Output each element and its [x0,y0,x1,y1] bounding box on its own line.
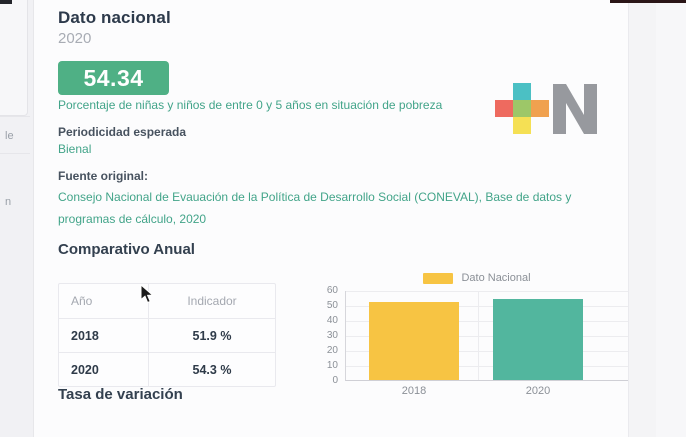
left-cutoff-panel: le n [0,0,34,437]
cell-indicator: 51.9 % [192,328,232,343]
logo-plus-center-square [513,100,531,117]
left-text-fragment: le [5,130,14,142]
y-tick-label: 30 [326,330,338,341]
video-artifact-topright [610,0,686,3]
y-tick-label: 60 [326,285,338,296]
gridline [346,336,628,337]
video-artifact-topleft [0,0,12,4]
main-panel: Dato nacional 2020 54.34 Porcentaje de n… [34,0,629,437]
table-row[interactable]: 2018 51.9 % [59,318,275,352]
legend-swatch [423,272,454,284]
cell-year: 2018 [59,319,149,352]
periodicity-label: Periodicidad esperada [58,125,187,139]
y-tick-label: 50 [326,300,338,311]
logo-plus-top-square [513,83,531,100]
cell-year: 2020 [59,353,149,386]
right-background-light [656,0,686,437]
indicator-description: Porcentaje de niñas y niños de entre 0 y… [58,98,443,112]
chart-legend: Dato Nacional [318,272,636,284]
gridline-vertical [478,291,479,380]
bar-2020[interactable] [493,298,583,380]
y-tick-label: 10 [326,360,338,371]
page-title: Dato nacional [58,8,171,27]
table-header-row: Año Indicador [59,284,275,318]
legend-label: Dato Nacional [461,272,531,284]
x-tick-label: 2018 [401,385,427,397]
y-tick-label: 20 [326,345,338,356]
indicator-value-badge: 54.34 [58,61,169,95]
bar-2018[interactable] [369,302,459,380]
comparison-table: Año Indicador 2018 51.9 % 2020 54.3 % [58,283,276,387]
logo-plus-right-square [531,100,549,117]
column-header-year: Año [59,284,149,318]
gridline [346,351,628,352]
table-row[interactable]: 2020 54.3 % [59,352,275,386]
nmas-logo [495,83,597,135]
y-tick-label: 0 [332,375,338,386]
bar-chart: Dato Nacional 0 10 20 30 40 50 60 2018 2020 [318,266,636,406]
variation-section-title: Tasa de variación [58,386,183,403]
periodicity-value: Bienal [58,142,92,156]
x-tick-label: 2020 [525,385,551,397]
left-divider [0,116,30,117]
left-card-edge [0,0,28,116]
left-divider [0,153,30,154]
column-header-indicator: Indicador [187,294,237,308]
gridline [346,306,628,307]
gridline [346,366,628,367]
cell-indicator: 54.3 % [192,362,232,377]
plot-area: 2018 2020 [345,291,629,397]
comparison-section-title: Comparativo Anual [58,241,195,258]
gridline [346,291,628,292]
y-axis-labels: 0 10 20 30 40 50 60 [318,286,342,386]
y-tick-label: 40 [326,315,338,326]
logo-plus-left-square [495,100,513,117]
logo-plus-bottom-square [513,117,531,134]
gridline [346,321,628,322]
left-text-fragment: n [5,196,12,208]
logo-letter-n [553,84,597,134]
page-subtitle-year: 2020 [58,30,92,47]
source-value: Consejo Nacional de Evauación de la Polí… [58,190,572,226]
source-label: Fuente original: [58,169,148,183]
